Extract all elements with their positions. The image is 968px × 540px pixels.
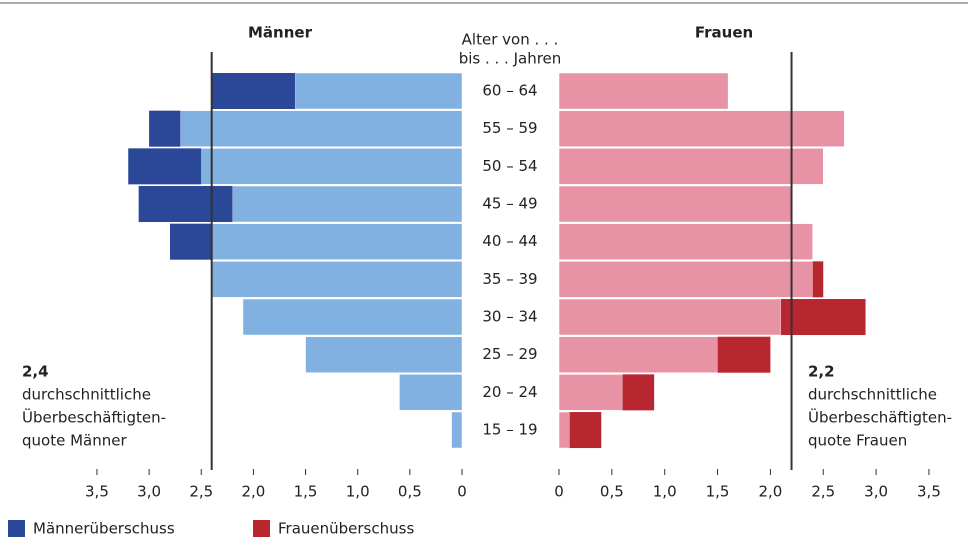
legend-swatch	[8, 520, 25, 537]
base-bar	[399, 374, 463, 411]
base-bar	[242, 298, 463, 336]
surplus-bar	[138, 186, 233, 223]
category-label: 30 – 34	[482, 308, 537, 326]
reference-text: durchschnittliche	[22, 386, 151, 404]
surplus-bar	[211, 73, 296, 109]
x-tick-label: 3,0	[137, 483, 161, 501]
legend-label: Frauenüberschuss	[278, 520, 414, 538]
reference-text: quote Frauen	[808, 432, 907, 450]
surplus-bar	[622, 374, 655, 411]
surplus-bar	[169, 223, 212, 260]
x-tick-label: 1,5	[706, 483, 730, 501]
reference-text: Überbeschäftigten-	[22, 408, 166, 427]
base-bar	[558, 411, 570, 449]
base-bar	[558, 110, 845, 147]
x-tick-label: 2,0	[241, 483, 265, 501]
base-bar	[558, 148, 824, 185]
reference-value: 2,4	[22, 363, 49, 381]
surplus-bar	[717, 336, 771, 373]
x-tick-label: 0	[457, 483, 467, 501]
category-header: bis . . . Jahren	[459, 50, 562, 68]
panel-title: Männer	[248, 24, 313, 42]
panel-title: Frauen	[695, 24, 753, 42]
base-bar	[211, 261, 463, 298]
x-tick-label: 0,5	[398, 483, 422, 501]
base-bar	[201, 148, 463, 185]
x-tick-label: 3,5	[917, 483, 941, 501]
x-tick-label: 1,0	[346, 483, 370, 501]
category-label: 35 – 39	[482, 270, 537, 288]
x-tick-label: 0	[554, 483, 564, 501]
reference-value: 2,2	[808, 363, 835, 381]
category-label: 45 – 49	[482, 195, 537, 213]
surplus-bar	[569, 412, 602, 449]
surplus-bar	[780, 299, 866, 336]
category-label: 25 – 29	[482, 345, 537, 363]
base-bar	[451, 411, 463, 449]
base-bar	[232, 185, 463, 223]
category-label: 60 – 64	[482, 82, 537, 100]
base-bar	[558, 223, 813, 260]
reference-text: durchschnittliche	[808, 386, 937, 404]
legend-swatch	[253, 520, 270, 537]
x-tick-label: 0,5	[600, 483, 624, 501]
base-bar	[558, 261, 813, 298]
x-tick-label: 2,5	[811, 483, 835, 501]
x-tick-label: 3,0	[864, 483, 888, 501]
base-bar	[305, 336, 463, 373]
category-label: 55 – 59	[482, 119, 537, 137]
category-header: Alter von . . .	[462, 31, 559, 49]
base-bar	[211, 223, 463, 260]
base-bar	[558, 336, 718, 373]
reference-text: Überbeschäftigten-	[808, 408, 952, 427]
base-bar	[180, 110, 463, 147]
category-label: 20 – 24	[482, 383, 537, 401]
base-bar	[294, 72, 463, 110]
reference-text: quote Männer	[22, 432, 127, 450]
x-tick-label: 2,0	[758, 483, 782, 501]
base-bar	[558, 374, 623, 411]
legend-label: Männerüberschuss	[33, 520, 175, 538]
category-label: 40 – 44	[482, 232, 537, 250]
category-label: 50 – 54	[482, 157, 537, 175]
surplus-bar	[149, 110, 181, 147]
category-label: 15 – 19	[482, 421, 537, 439]
x-tick-label: 1,5	[294, 483, 318, 501]
surplus-bar	[128, 148, 202, 185]
base-bar	[558, 298, 782, 336]
x-tick-label: 3,5	[85, 483, 109, 501]
surplus-bar	[812, 261, 824, 298]
base-bar	[558, 185, 792, 223]
x-tick-label: 1,0	[653, 483, 677, 501]
x-tick-label: 2,5	[189, 483, 213, 501]
base-bar	[558, 72, 729, 110]
